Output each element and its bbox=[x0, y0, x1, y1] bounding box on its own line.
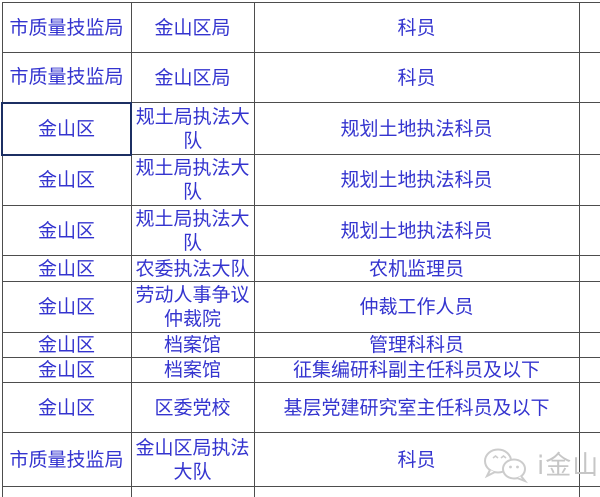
cell-dept: 金山区 bbox=[1, 332, 132, 358]
table-row: 金山区 规土局执法大队 规划土地执法科员 2 bbox=[1, 205, 600, 256]
cell-dept: 市质量技监局 bbox=[1, 2, 132, 53]
cell-position: 科员 bbox=[253, 432, 580, 487]
table-row: 金山区 规土局执法大队 规划土地执法科员 1 bbox=[1, 101, 600, 156]
table-row: 金山区 档案馆 管理科科员 1 bbox=[1, 332, 600, 358]
cell-unit: 区委党校 bbox=[130, 382, 255, 433]
cell-unit: 劳动人事争议仲裁院 bbox=[130, 281, 255, 333]
empty-cell bbox=[130, 486, 255, 497]
cell-unit: 规土局执法大队 bbox=[130, 154, 255, 206]
empty-cell bbox=[578, 486, 600, 497]
table-row: 金山区 规土局执法大队 规划土地执法科员 1 bbox=[1, 154, 600, 206]
cell-position: 科员 bbox=[253, 52, 580, 103]
cell-position: 管理科科员 bbox=[253, 332, 580, 358]
cell-dept: 市质量技监局 bbox=[1, 52, 132, 103]
table-row: 金山区 区委党校 基层党建研究室主任科员及以下 1 bbox=[1, 382, 600, 433]
cell-position: 规划土地执法科员 bbox=[253, 102, 580, 155]
cell-dept: 金山区 bbox=[1, 357, 132, 383]
cell-position: 基层党建研究室主任科员及以下 bbox=[253, 382, 580, 433]
cell-dept: 金山区 bbox=[1, 154, 132, 206]
cell-position: 征集编研科副主任科员及以下 bbox=[253, 357, 580, 383]
table-row: 市质量技监局 金山区局 科员 1 bbox=[1, 52, 600, 103]
table-row: 金山区 劳动人事争议仲裁院 仲裁工作人员 1 bbox=[1, 281, 600, 333]
cell-dept: 金山区 bbox=[1, 205, 132, 256]
empty-cell bbox=[253, 486, 580, 497]
selected-cell: 金山区 bbox=[1, 101, 132, 156]
empty-cell bbox=[1, 486, 132, 497]
cell-count: 1 bbox=[578, 281, 600, 333]
cell-unit: 金山区局 bbox=[130, 52, 255, 103]
cell-unit: 档案馆 bbox=[130, 332, 255, 358]
cell-dept: 金山区 bbox=[1, 255, 132, 282]
cell-count: 1 bbox=[578, 2, 600, 53]
cell-dept: 金山区 bbox=[1, 382, 132, 433]
cell-unit: 农委执法大队 bbox=[130, 255, 255, 282]
cell-position: 仲裁工作人员 bbox=[253, 281, 580, 333]
cell-position: 规划土地执法科员 bbox=[253, 154, 580, 206]
cell-unit: 规土局执法大队 bbox=[130, 102, 255, 155]
cell-unit: 规土局执法大队 bbox=[130, 205, 255, 256]
cell-count: 1 bbox=[578, 52, 600, 103]
cell-unit: 金山区局执法大队 bbox=[130, 432, 255, 487]
cell-count: 1 bbox=[578, 357, 600, 383]
cell-count: 1 bbox=[578, 154, 600, 206]
cell-count: 1 bbox=[578, 102, 600, 155]
cell-unit: 金山区局 bbox=[130, 2, 255, 53]
cell-count: 1 bbox=[578, 255, 600, 282]
cell-count: 1 bbox=[578, 332, 600, 358]
table-row: 市质量技监局 金山区局执法大队 科员 1 bbox=[1, 432, 600, 487]
table-row: 市质量技监局 金山区局 科员 1 bbox=[1, 2, 600, 53]
cell-position: 科员 bbox=[253, 2, 580, 53]
cell-count: 2 bbox=[578, 205, 600, 256]
cell-dept: 金山区 bbox=[1, 281, 132, 333]
cell-dept: 市质量技监局 bbox=[1, 432, 132, 487]
cell-position: 农机监理员 bbox=[253, 255, 580, 282]
cell-count: 1 bbox=[578, 432, 600, 487]
table-row: 金山区 农委执法大队 农机监理员 1 bbox=[1, 255, 600, 282]
cell-position: 规划土地执法科员 bbox=[253, 205, 580, 256]
cell-unit: 档案馆 bbox=[130, 357, 255, 383]
partial-row bbox=[1, 486, 600, 497]
cell-count: 1 bbox=[578, 382, 600, 433]
table-row: 金山区 档案馆 征集编研科副主任科员及以下 1 bbox=[1, 357, 600, 383]
